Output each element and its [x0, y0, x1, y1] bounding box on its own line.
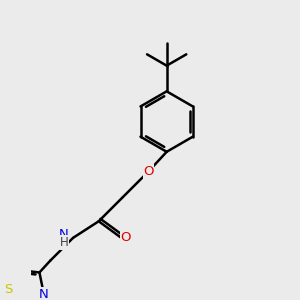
- Text: N: N: [59, 228, 68, 242]
- Text: N: N: [39, 287, 49, 300]
- Text: S: S: [4, 284, 13, 296]
- Text: O: O: [121, 231, 131, 244]
- Text: O: O: [143, 165, 154, 178]
- Text: H: H: [60, 236, 68, 249]
